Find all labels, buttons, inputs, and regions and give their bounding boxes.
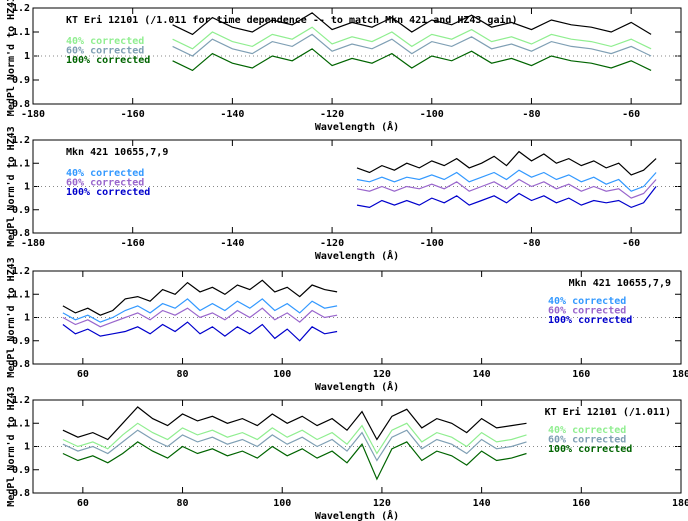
y-tick-label: 0.9 [12, 465, 30, 476]
y-axis-label: MedPl Norm'd to HZ43 [6, 257, 17, 377]
x-tick-label: -180 [21, 238, 45, 249]
x-tick-label: 100 [273, 498, 291, 509]
x-tick-label: -100 [420, 238, 444, 249]
series-line [356, 178, 657, 199]
series-line [356, 186, 657, 209]
series-line [62, 321, 338, 342]
y-axis-label: MedPl Norm'd to HZ43 [6, 126, 17, 246]
series-line [172, 26, 652, 50]
y-tick-label: 1.2 [12, 3, 30, 14]
y-tick-label: 1.1 [12, 418, 30, 429]
y-axis-label: MedPl Norm'd to HZ43 [6, 0, 17, 116]
y-tick-label: 1 [24, 313, 30, 324]
legend-entry: 60% corrected [548, 306, 626, 317]
series-line [62, 307, 338, 328]
y-tick-label: 1.1 [12, 289, 30, 300]
x-tick-label: 80 [177, 498, 189, 509]
y-tick-label: 0.8 [12, 359, 30, 370]
legend-entry: 100% corrected [548, 315, 632, 326]
x-axis-label: Wavelength (Å) [315, 249, 399, 262]
x-tick-label: 140 [473, 369, 491, 380]
x-tick-label: -160 [121, 109, 145, 120]
y-tick-label: 1.1 [12, 158, 30, 169]
y-tick-label: 0.9 [12, 336, 30, 347]
y-tick-label: 1.2 [12, 266, 30, 277]
x-tick-label: 80 [177, 369, 189, 380]
x-tick-label: -160 [121, 238, 145, 249]
series-line [172, 48, 652, 72]
x-tick-label: -180 [21, 109, 45, 120]
legend-entry: 100% corrected [548, 444, 632, 455]
series-line [62, 279, 338, 316]
x-tick-label: 180 [672, 498, 688, 509]
x-tick-label: -120 [320, 238, 344, 249]
series-line [172, 33, 652, 57]
series-line [356, 169, 657, 192]
series-line [62, 406, 527, 441]
legend-entry: 100% corrected [66, 187, 150, 198]
legend-entry: 40% corrected [548, 425, 626, 436]
x-tick-label: -140 [220, 109, 244, 120]
series-line [62, 422, 527, 455]
x-tick-label: -60 [622, 238, 640, 249]
y-tick-label: 0.9 [12, 75, 30, 86]
x-tick-label: -140 [220, 238, 244, 249]
y-axis-label: MedPl Norm'd to HZ43 [6, 386, 17, 506]
x-tick-label: 180 [672, 369, 688, 380]
x-tick-label: 100 [273, 369, 291, 380]
x-tick-label: -60 [622, 109, 640, 120]
legend-entry: 60% corrected [66, 178, 144, 189]
x-tick-label: 160 [572, 498, 590, 509]
x-tick-label: -80 [522, 238, 540, 249]
legend-entry: 40% corrected [548, 296, 626, 307]
x-axis-label: Wavelength (Å) [315, 380, 399, 393]
legend-entry: 60% corrected [548, 435, 626, 446]
x-axis-label: Wavelength (Å) [315, 120, 399, 133]
legend-entry: 40% corrected [66, 36, 144, 47]
series-line [62, 298, 338, 323]
y-tick-label: 1 [24, 442, 30, 453]
series-line [172, 12, 652, 36]
x-tick-label: 120 [373, 369, 391, 380]
y-tick-label: 0.9 [12, 205, 30, 216]
series-line [356, 150, 657, 176]
panel-label: KT Eri 12101 (/1.011) [545, 406, 671, 418]
y-tick-label: 1 [24, 51, 30, 62]
x-tick-label: -100 [420, 109, 444, 120]
series-line [62, 441, 527, 481]
y-tick-label: 1.1 [12, 27, 30, 38]
y-tick-label: 1.2 [12, 135, 30, 146]
x-axis-label: Wavelength (Å) [315, 509, 399, 521]
legend-entry: 60% corrected [66, 46, 144, 57]
x-tick-label: 60 [77, 498, 89, 509]
x-tick-label: 60 [77, 369, 89, 380]
legend-entry: 100% corrected [66, 55, 150, 66]
x-tick-label: -120 [320, 109, 344, 120]
panel-label: KT Eri 12101 (/1.011 for time dependence… [66, 14, 518, 26]
panel-label: Mkn 421 10655,7,9 [66, 147, 168, 158]
x-tick-label: -80 [522, 109, 540, 120]
y-tick-label: 1.2 [12, 395, 30, 406]
y-tick-label: 0.8 [12, 488, 30, 499]
y-tick-label: 1 [24, 182, 30, 193]
panel-label: Mkn 421 10655,7,9 [569, 278, 671, 289]
y-tick-label: 0.8 [12, 99, 30, 110]
y-tick-label: 0.8 [12, 228, 30, 239]
legend-entry: 40% corrected [66, 168, 144, 179]
x-tick-label: 120 [373, 498, 391, 509]
x-tick-label: 140 [473, 498, 491, 509]
series-line [62, 429, 527, 462]
x-tick-label: 160 [572, 369, 590, 380]
